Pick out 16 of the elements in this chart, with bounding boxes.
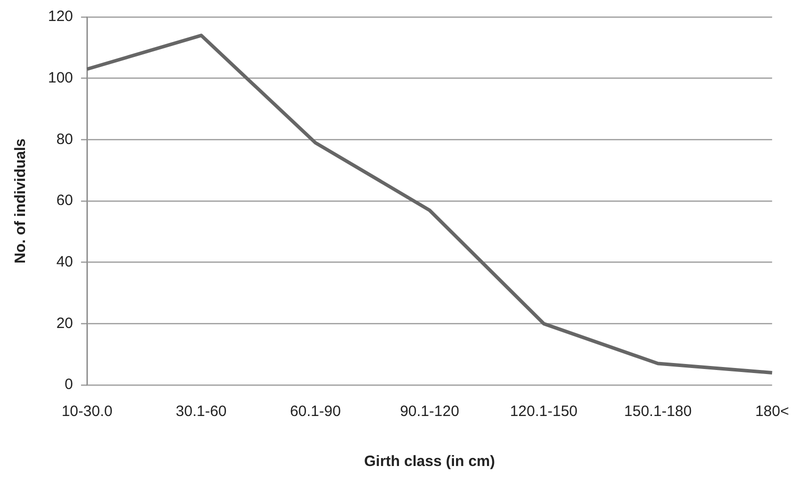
x-tick-label: 90.1-120 — [400, 403, 460, 420]
x-tick-label: 10-30.0 — [62, 403, 112, 420]
y-axis-title: No. of individuals — [12, 138, 30, 264]
y-tick-label: 0 — [64, 376, 74, 394]
x-tick-label: 120.1-150 — [510, 403, 578, 420]
y-tick-label: 100 — [48, 69, 74, 86]
x-tick-label: 60.1-90 — [290, 403, 341, 420]
x-tick-label: 180< — [755, 403, 790, 420]
y-tick-label: 20 — [56, 314, 74, 332]
y-tick-label: 80 — [56, 130, 74, 148]
y-tick-label: 60 — [56, 192, 74, 210]
x-tick-label: 150.1-180 — [624, 403, 692, 420]
x-axis-title: Girth class (in cm) — [364, 453, 496, 470]
x-tick-label: 30.1-60 — [176, 403, 227, 420]
y-tick-label: 40 — [56, 253, 74, 270]
y-tick-label: 120 — [48, 8, 74, 26]
